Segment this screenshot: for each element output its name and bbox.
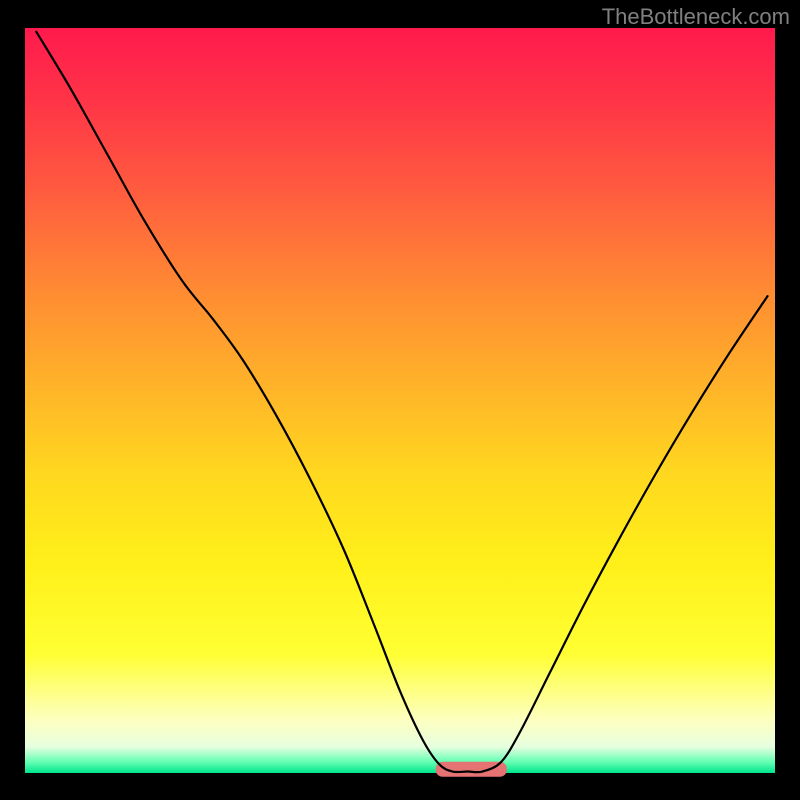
chart-svg: [0, 0, 800, 800]
chart-container: TheBottleneck.com: [0, 0, 800, 800]
plot-background: [25, 28, 775, 773]
watermark-text: TheBottleneck.com: [602, 4, 790, 30]
